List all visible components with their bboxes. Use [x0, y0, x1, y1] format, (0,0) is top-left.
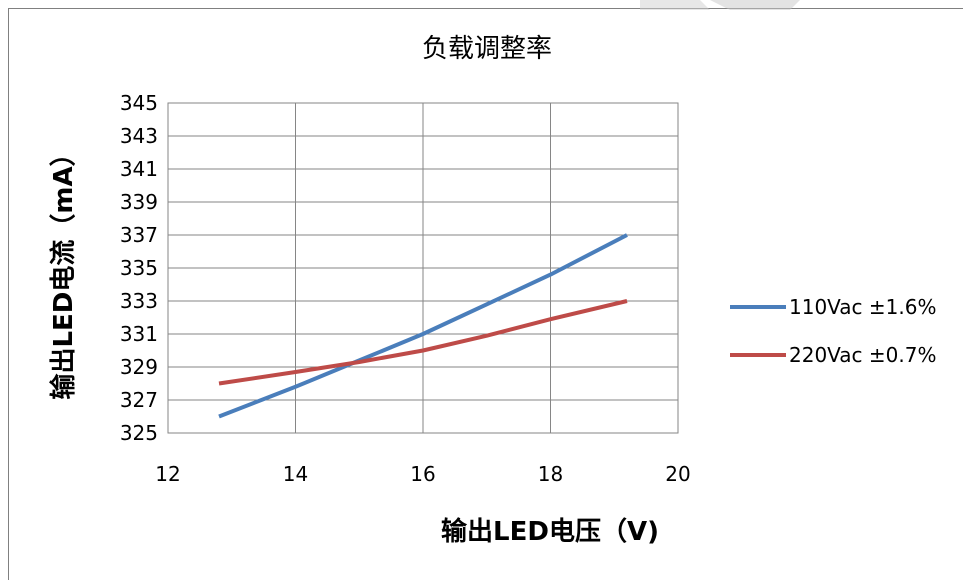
legend-label-1: 220Vac ±0.7% — [789, 343, 936, 367]
y-tick-labels: 325 327 329 331 333 335 337 339 341 343 345 — [120, 91, 158, 445]
y-axis-title: 输出LED电流（mA） — [48, 140, 79, 399]
series-line-0 — [218, 233, 628, 419]
plot-area-border — [167, 102, 679, 434]
y-tick-label: 325 — [120, 421, 158, 445]
series-lines — [218, 233, 628, 419]
grid — [167, 102, 679, 434]
legend-label-0: 110Vac ±1.6% — [789, 295, 936, 319]
legend: 110Vac ±1.6% 220Vac ±0.7% — [730, 295, 936, 367]
x-tick-label: 20 — [665, 462, 690, 486]
series-line-1 — [218, 299, 628, 386]
y-tick-label: 337 — [120, 223, 158, 247]
decorative-artifact — [640, 0, 800, 10]
x-tick-label: 14 — [283, 462, 308, 486]
y-tick-label: 335 — [120, 256, 158, 280]
chart-title: 负载调整率 — [422, 34, 552, 64]
x-tick-label: 16 — [410, 462, 435, 486]
y-tick-label: 341 — [120, 157, 158, 181]
y-tick-label: 327 — [120, 388, 158, 412]
x-tick-label: 12 — [155, 462, 180, 486]
x-tick-label: 18 — [538, 462, 563, 486]
x-axis-title: 输出LED电压（V) — [441, 516, 659, 547]
x-tick-labels: 12 14 16 18 20 — [155, 462, 690, 486]
y-tick-label: 343 — [120, 124, 158, 148]
y-tick-label: 333 — [120, 289, 158, 313]
y-tick-label: 339 — [120, 190, 158, 214]
y-tick-label: 345 — [120, 91, 158, 115]
y-tick-label: 331 — [120, 322, 158, 346]
y-tick-label: 329 — [120, 355, 158, 379]
